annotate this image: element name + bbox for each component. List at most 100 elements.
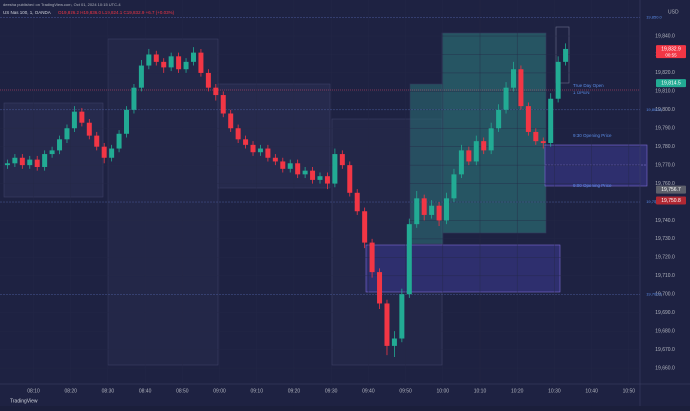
candle-body [473,141,479,162]
candle-body [510,69,516,88]
price-label-box [656,45,686,59]
candle-body [101,146,107,158]
y-tick-label: 19,660.0 [655,365,675,371]
y-tick-label: 19,670.0 [655,347,675,353]
candle-body [265,148,271,158]
annotation: 1 OPEN [573,90,590,95]
level-label: 19,800.0 [646,107,662,112]
candle-body [228,113,234,129]
candle-body [295,163,301,175]
y-tick-label: 19,730.0 [655,236,675,242]
annotation: True Day Open [573,83,604,88]
candle-body [384,303,390,346]
candle-body [369,242,375,273]
x-tick-label: 09:50 [399,388,412,394]
candle-body [213,87,219,96]
candle-body [190,52,196,62]
candle-body [377,272,383,304]
candle-body [406,224,412,295]
candle-body [555,61,561,99]
candle-body [436,205,442,221]
y-tick-label: 19,680.0 [655,328,675,334]
y-tick-label: 19,760.0 [655,181,675,187]
y-tick-label: 19,790.0 [655,126,675,132]
candle-body [34,159,40,167]
candle-body [466,150,472,162]
x-tick-label: 10:20 [511,388,524,394]
y-tick-label: 19,690.0 [655,310,675,316]
candle-body [161,61,167,68]
x-tick-label: 10:00 [437,388,450,394]
y-tick-label: 19,770.0 [655,162,675,168]
price-label: 19,832.9 [661,46,681,52]
candle-body [533,131,539,142]
candle-body [138,65,144,88]
symbol: US Nas 100, 1, OANDA [3,10,51,15]
candle-body [458,150,464,175]
x-tick-label: 08:50 [176,388,189,394]
x-tick-label: 10:50 [623,388,636,394]
candle-body [444,198,450,221]
candle-body [525,106,531,132]
candle-body [79,111,85,123]
candle-body [518,69,524,107]
level-label: 19,850.0 [646,15,662,20]
y-tick-label: 19,700.0 [655,292,675,298]
candle-body [220,95,226,114]
y-tick-label: 19,810.0 [655,89,675,95]
x-tick-label: 09:30 [325,388,338,394]
x-tick-label: 08:40 [139,388,152,394]
price-label-box [656,79,686,88]
candle-body [354,192,360,212]
candle-body [503,87,509,110]
price-label-box [656,196,686,205]
candle-body [64,128,70,140]
candle-body [243,139,249,145]
price-label: 19,814.5 [661,80,681,86]
candle-body [109,148,115,158]
countdown: 00:55 [665,52,677,57]
candle-body [131,87,137,110]
annotation: 9:00 Opening Price [573,183,612,188]
candle-body [481,141,487,151]
candle-body [302,170,308,175]
x-tick-label: 08:30 [102,388,115,394]
candle-body [280,161,286,169]
candle-body [176,56,182,70]
candle-body [205,72,211,88]
candle-body [339,154,345,166]
candle-body [250,144,256,153]
candle-body [414,198,420,225]
candle-body [27,159,33,166]
candle-body [287,163,293,169]
candle-body [94,135,100,147]
candle-body [317,176,323,180]
x-tick-label: 09:10 [250,388,263,394]
candle-body [146,54,152,66]
y-tick-label: 19,820.0 [655,70,675,76]
candle-body [347,165,353,193]
currency: USD [668,9,679,15]
candle-body [310,170,316,180]
candle-body [488,128,494,151]
y-tick-label: 19,720.0 [655,255,675,261]
candle-body [429,205,435,215]
candle-body [4,163,10,166]
candle-body [71,111,77,129]
level-label: 19,700.0 [646,291,662,296]
candle-body [362,211,368,243]
ohlc-readout: O19,826.2 H19,836.0 L19,824.1 C19,832.9 … [58,10,175,15]
y-tick-label: 19,740.0 [655,218,675,224]
candle-body [198,52,204,73]
candle-body [12,157,18,164]
candle-body [391,338,397,346]
author: deesha published on TradingView.com, Oct… [3,2,121,7]
candle-body [324,176,330,184]
x-tick-label: 10:10 [474,388,487,394]
price-label: 19,750.8 [661,198,681,204]
candle-body [563,48,569,62]
candle-body [153,54,159,62]
x-tick-label: 08:10 [27,388,40,394]
candle-body [19,157,25,166]
